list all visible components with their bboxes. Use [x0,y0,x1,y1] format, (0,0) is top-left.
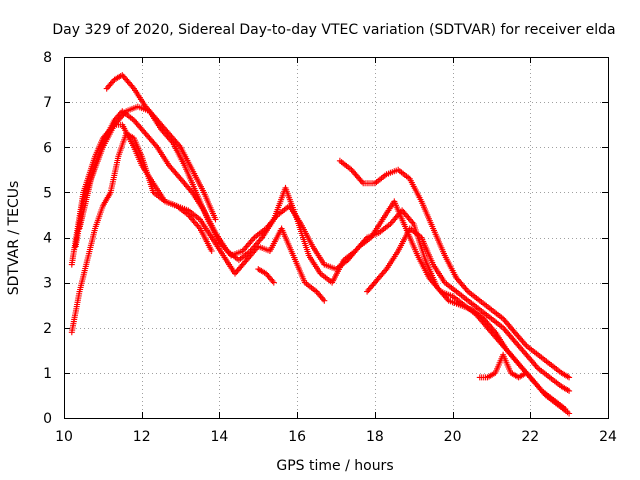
series-track-5 [103,72,219,223]
series-track-2 [68,121,328,304]
y-tick-label: 0 [43,411,52,427]
series-track-7 [364,225,573,394]
x-tick-label: 12 [133,429,151,445]
y-tick-labels: 0 1 2 3 4 5 6 7 8 [43,50,52,427]
y-tick-label: 5 [43,185,52,201]
plus-marker-path [476,351,538,385]
x-tick-label: 22 [521,429,539,445]
y-tick-label: 2 [43,321,52,337]
plus-marker-path [364,225,573,394]
y-axis-label: SDTVAR / TECUs [6,181,22,296]
x-tick-label: 16 [288,429,306,445]
plus-marker-path [68,121,328,304]
y-tick-label: 3 [43,276,52,292]
x-tick-label: 24 [599,429,617,445]
y-tick-label: 8 [43,50,52,66]
chart-title: Day 329 of 2020, Sidereal Day-to-day VTE… [52,22,615,38]
y-tick-label: 4 [43,231,52,247]
series-track-6 [336,157,573,381]
y-tick-label: 1 [43,366,52,382]
x-tick-label: 20 [444,429,462,445]
x-tick-label: 18 [366,429,384,445]
plus-marker-path [336,157,573,381]
series-track-8 [476,351,538,385]
series-track-4 [76,103,573,417]
grid [64,57,608,418]
x-tick-labels: 10 12 14 16 18 20 22 24 [55,429,617,445]
plus-marker-path [255,266,277,286]
plus-marker-path [76,103,573,417]
x-axis-label: GPS time / hours [276,458,393,474]
x-tick-label: 10 [55,429,73,445]
y-tick-label: 6 [43,140,52,156]
axis-ticks [64,57,609,419]
plus-marker-path [103,72,219,223]
x-tick-label: 14 [211,429,229,445]
data-marks [68,72,573,417]
series-track-9 [255,266,277,286]
y-tick-label: 7 [43,95,52,111]
